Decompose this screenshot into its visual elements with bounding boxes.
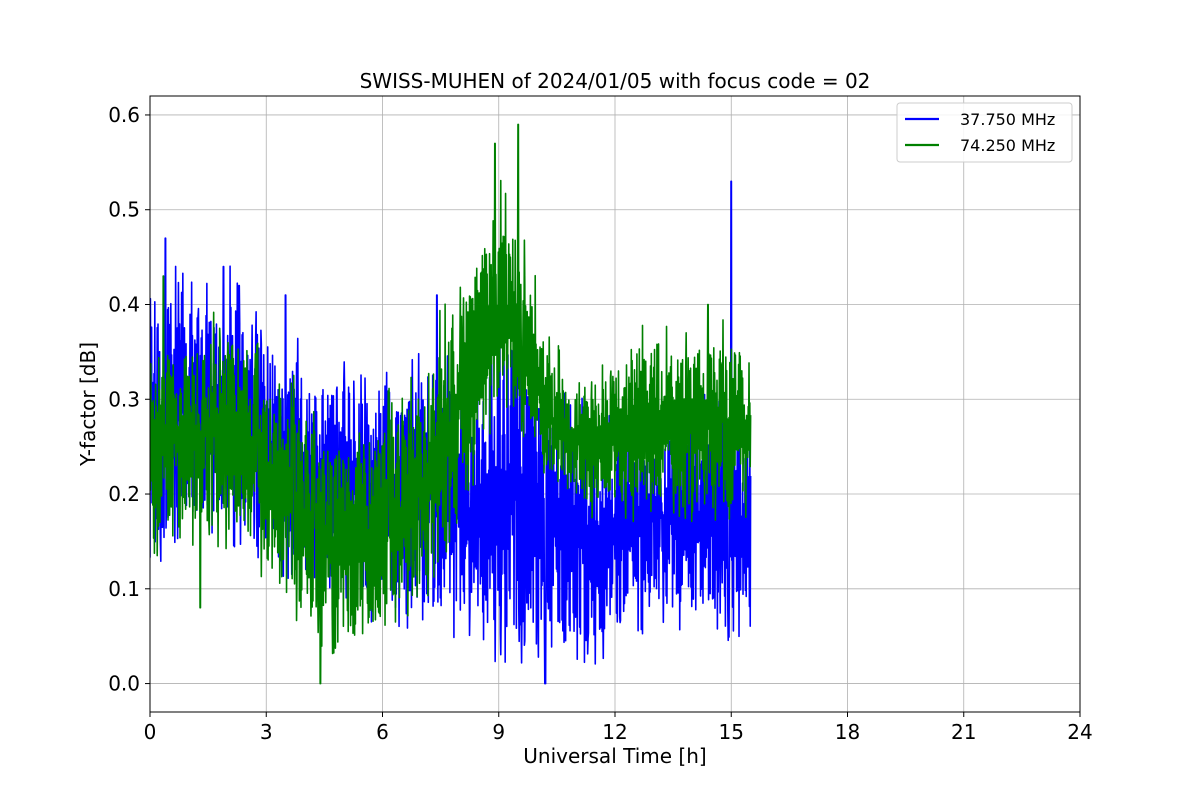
x-tick-label: 15 — [719, 720, 744, 744]
x-tick-label: 6 — [376, 720, 389, 744]
x-tick-label: 12 — [602, 720, 627, 744]
x-tick-label: 9 — [492, 720, 505, 744]
legend-label-74250: 74.250 MHz — [960, 136, 1055, 155]
x-tick-label: 18 — [835, 720, 860, 744]
legend: 37.750 MHz 74.250 MHz — [896, 102, 1073, 163]
x-tick-label: 3 — [260, 720, 273, 744]
legend-label-37750: 37.750 MHz — [960, 110, 1055, 129]
legend-box — [896, 102, 1073, 163]
y-tick-label: 0.2 — [108, 482, 140, 506]
x-tick-label: 24 — [1067, 720, 1092, 744]
series-layer — [150, 123, 752, 685]
x-axis-label: Universal Time [h] — [523, 744, 706, 768]
x-tick-label: 21 — [951, 720, 976, 744]
series-line-74250-mhz — [150, 123, 752, 685]
y-tick-label: 0.0 — [108, 672, 140, 696]
y-tick-label: 0.5 — [108, 198, 140, 222]
y-axis-label: Y-factor [dB] — [76, 342, 100, 467]
y-tick-label: 0.6 — [108, 103, 140, 127]
y-tick-label: 0.4 — [108, 292, 140, 316]
chart-title: SWISS-MUHEN of 2024/01/05 with focus cod… — [360, 69, 871, 93]
y-tick-label: 0.1 — [108, 577, 140, 601]
y-tick-label: 0.3 — [108, 387, 140, 411]
x-tick-label: 0 — [144, 720, 157, 744]
ticks: 0 3 6 9 12 15 18 21 24 0.0 0.1 0.2 0.3 0.4 0.5 0.6 — [108, 103, 1093, 744]
